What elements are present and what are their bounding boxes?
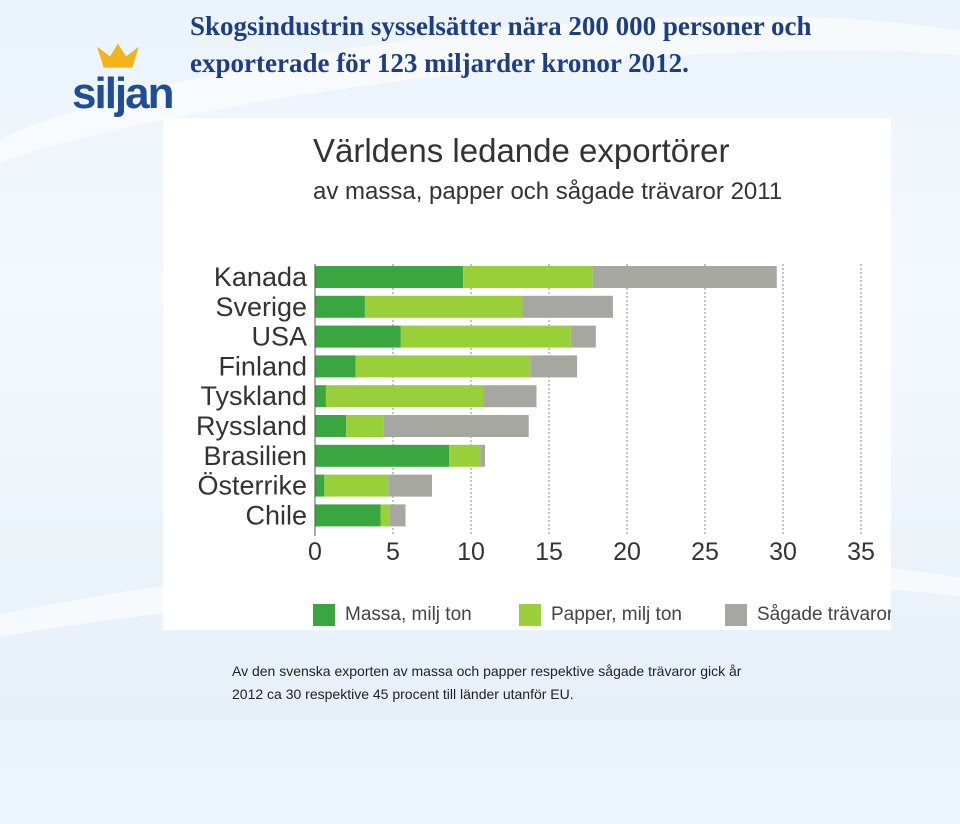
category-label: Ryssland [196,411,307,441]
bar-segment [315,504,381,527]
crown-icon [97,43,139,68]
x-tick-label: 35 [847,538,875,566]
bar-segment [315,355,356,378]
category-label: Österrike [197,471,307,501]
legend-swatch [313,604,335,626]
chart-panel: Världens ledande exportörer av massa, pa… [163,118,891,630]
bar-segment [315,385,326,408]
bar-segment [315,325,401,348]
bar-segment [380,504,390,527]
caption: Av den svenska exporten av massa och pap… [232,660,932,706]
siljan-logo: siljan [72,42,182,122]
bar-segment [530,355,578,378]
bar-segment [463,266,593,288]
chart-subtitle: av massa, papper och sågade trävaror 201… [313,178,783,205]
bar-segment [315,444,450,467]
bar-segment [364,295,523,318]
bar-segment [592,266,777,288]
category-label: Finland [218,351,307,381]
legend-label: Sågade trävaror [757,604,891,625]
x-tick-label: 5 [386,538,400,566]
headline-line-1: Skogsindustrin sysselsätter nära 200 000… [190,11,812,41]
bar-segment [570,325,596,348]
legend-label: Massa, milj ton [345,604,472,625]
x-tick-label: 15 [535,538,563,566]
bar-segment [400,325,571,348]
caption-line-1: Av den svenska exporten av massa och pap… [232,663,742,679]
chart-title: Världens ledande exportörer [313,132,730,169]
category-label: Chile [245,500,307,530]
x-tick-label: 30 [769,538,797,566]
category-label: Kanada [214,262,308,292]
x-tick-label: 20 [613,538,641,566]
bar-segment [315,474,325,497]
bar-segment [324,474,389,497]
category-label: Brasilien [203,441,307,471]
caption-line-2: 2012 ca 30 respektive 45 procent till lä… [232,686,574,702]
headline-line-2: exporterade för 123 miljarder kronor 201… [190,48,689,78]
bar-segment [449,444,481,467]
bar-segment [315,266,464,288]
bar-segment [355,355,531,378]
bar-segment [325,385,484,408]
bar-segment [315,415,347,437]
bar-segment [388,474,432,497]
category-label: Tyskland [200,381,307,411]
bar-segment [483,385,537,408]
bar-segment [389,504,406,527]
x-tick-label: 0 [308,538,322,566]
bar-segment [315,295,365,318]
page-headline: Skogsindustrin sysselsätter nära 200 000… [190,8,950,82]
legend-swatch [519,604,541,626]
stacked-bar-chart: KanadaSverigeUSAFinlandTysklandRysslandB… [196,262,875,566]
logo-text: siljan [72,69,174,118]
category-label: Sverige [215,292,307,322]
x-tick-label: 25 [691,538,719,566]
bar-segment [522,295,613,318]
x-tick-label: 10 [457,538,485,566]
category-label: USA [251,322,307,352]
bar-segment [346,415,384,437]
legend-swatch [725,604,747,626]
bar-segment [383,415,529,437]
bar-segment [480,444,486,467]
legend-label: Papper, milj ton [551,604,682,625]
